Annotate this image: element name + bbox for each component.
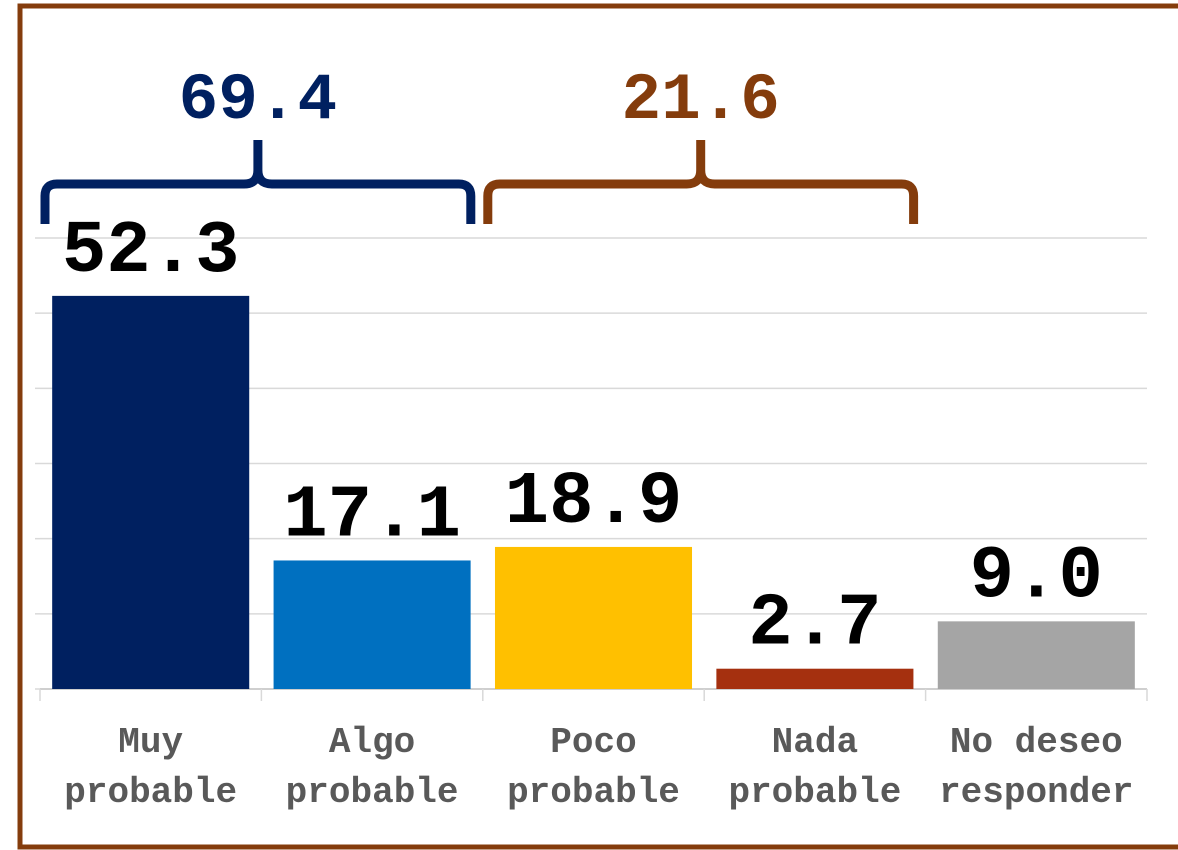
data-label: 18.9	[505, 461, 683, 545]
data-label: 17.1	[283, 474, 461, 558]
x-tick-label: Nada probable	[728, 722, 902, 813]
bar	[716, 668, 914, 689]
frame-border	[17, 3, 1178, 850]
x-tick-label: Algo probable	[285, 722, 459, 813]
annotation-label: 21.6	[621, 63, 779, 138]
bracket	[40, 140, 476, 224]
bar	[494, 546, 693, 689]
bar	[52, 295, 250, 689]
bar	[273, 560, 471, 689]
data-label: 2.7	[748, 583, 881, 667]
bar	[937, 621, 1135, 689]
x-tick-label: No deseo responder	[939, 722, 1134, 813]
data-label: 52.3	[62, 210, 240, 294]
data-label: 9.0	[970, 535, 1103, 619]
x-tick-label: Poco probable	[507, 722, 680, 813]
bracket	[483, 140, 919, 224]
annotation-label: 69.4	[179, 63, 337, 138]
x-tick-label: Muy probable	[64, 722, 238, 813]
